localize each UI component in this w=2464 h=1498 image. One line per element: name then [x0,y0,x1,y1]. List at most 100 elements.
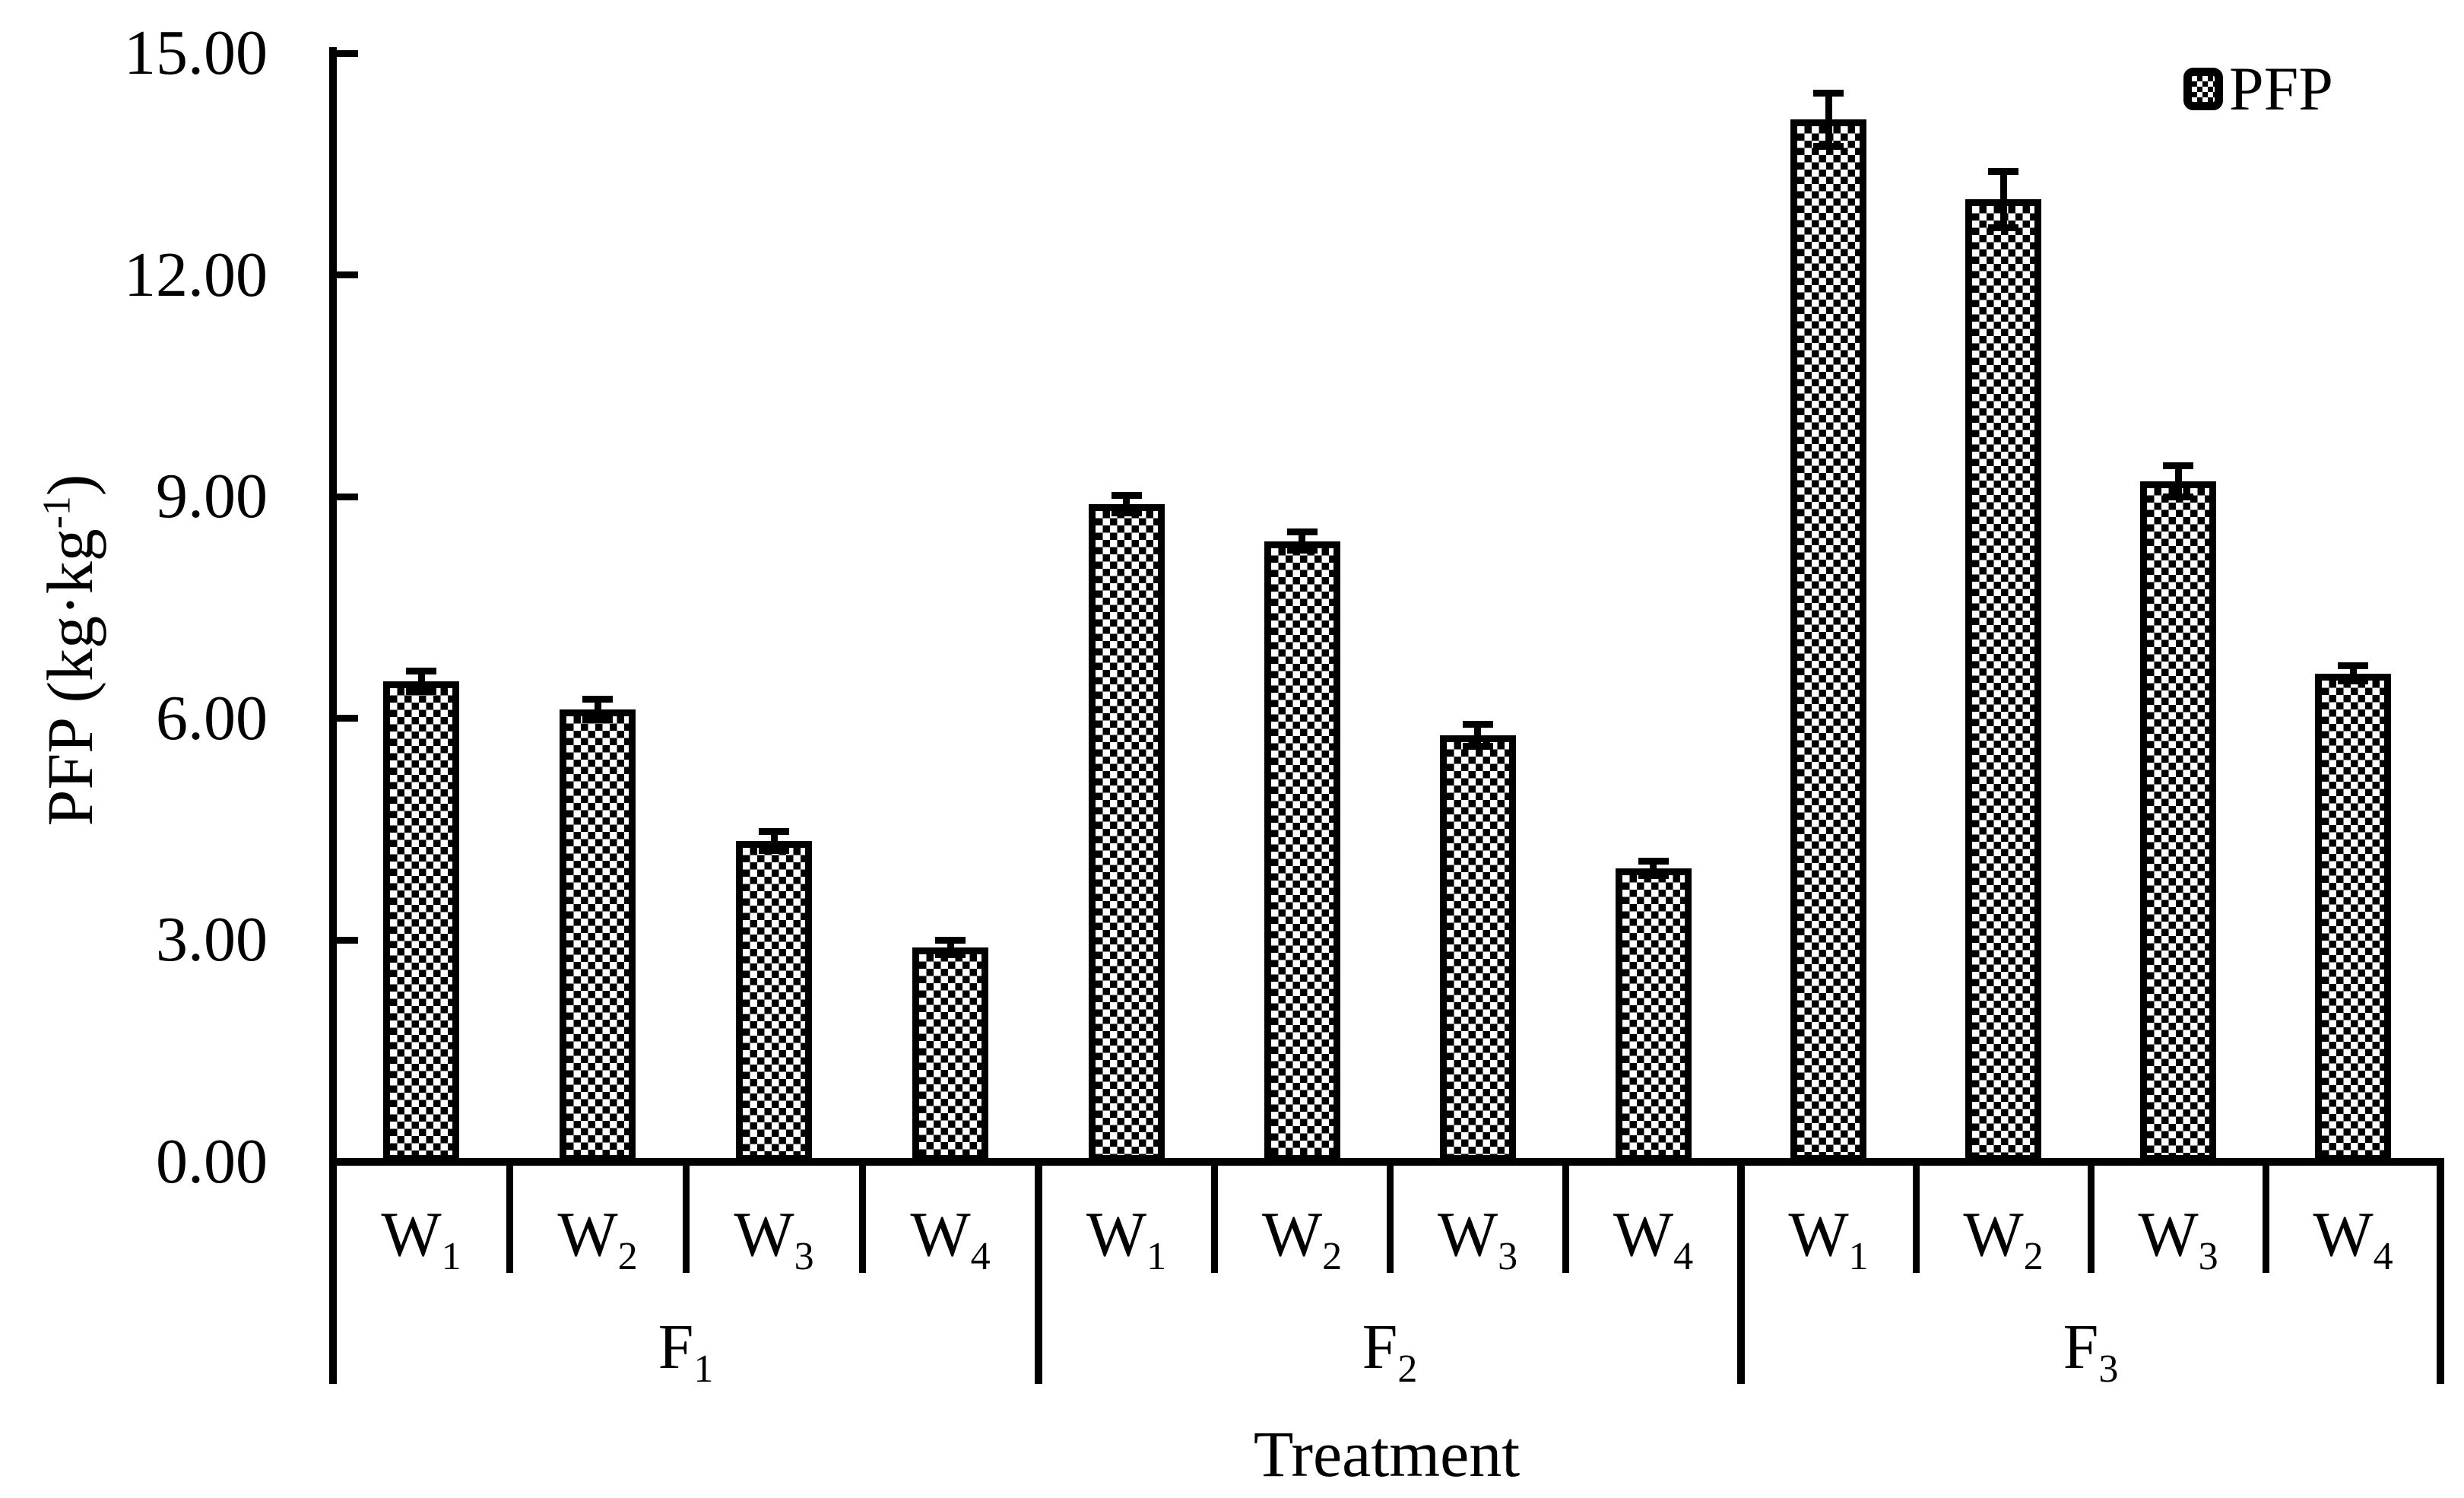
w-cell-separator [506,1162,513,1273]
w-cell-separator [1562,1162,1569,1273]
x-tick-label-F2-W3: W3 [1438,1203,1517,1277]
x-tick-label-base: W [734,1199,794,1270]
x-tick-label-F1-W3: W3 [734,1203,813,1277]
x-axis-title: Treatment [1253,1417,1521,1490]
x-tick-label-subscript: 4 [2373,1234,2393,1278]
legend: PFP [2183,58,2333,120]
error-bar-F3-W3 [2174,465,2182,497]
w-cell-separator [2087,1162,2095,1273]
bar-F2-W3 [1439,735,1516,1162]
group-label-base: F [2063,1312,2099,1382]
bar-F2-W4 [1615,868,1692,1162]
group-label-subscript: 2 [1397,1347,1418,1391]
error-cap-top [406,668,436,675]
bar-F1-W1 [383,681,459,1162]
error-cap-bottom [1638,872,1669,880]
group-label-F3: F3 [2063,1316,2119,1389]
y-axis-title-text: PFP (kg·kg [33,528,106,827]
y-tick-mark [337,493,358,500]
error-cap-top [1988,168,2018,176]
x-tick-label-base: W [1963,1199,2024,1270]
bar-F1-W3 [736,841,812,1162]
x-tick-label-subscript: 1 [441,1234,461,1278]
w-cell-separator [1912,1162,1920,1273]
error-cap-bottom [582,716,613,724]
x-tick-label-subscript: 2 [1322,1234,1343,1278]
x-tick-label-base: W [1437,1199,1498,1270]
y-tick-label: 9.00 [156,461,268,532]
x-tick-label-F2-W1: W1 [1086,1203,1166,1277]
x-tick-label-base: W [2138,1199,2199,1270]
error-bar-F3-W1 [1825,93,1832,147]
x-tick-label-base: W [910,1199,971,1270]
y-tick-label: 12.00 [124,239,268,310]
x-tick-label-base: W [381,1199,442,1270]
error-cap-bottom [1111,509,1142,517]
error-cap-bottom [1988,224,2018,231]
group-label-subscript: 3 [2098,1347,2119,1391]
error-cap-top [582,696,613,703]
error-bar-F2-W4 [1650,861,1657,876]
x-tick-label-F1-W2: W2 [557,1203,637,1277]
error-cap-top [2338,662,2368,670]
x-tick-label-F3-W2: W2 [1963,1203,2043,1277]
group-label-subscript: 1 [693,1347,714,1391]
error-cap-top [1462,721,1493,728]
error-cap-bottom [1462,743,1493,751]
x-tick-label-base: W [1788,1199,1849,1270]
y-tick-mark [337,271,358,279]
error-cap-bottom [406,688,436,696]
error-bar-F1-W4 [947,940,954,955]
error-cap-bottom [1286,546,1318,554]
error-cap-top [2163,462,2193,469]
error-bar-F1-W1 [417,671,425,692]
x-tick-label-F3-W4: W4 [2313,1203,2393,1277]
x-tick-label-subscript: 2 [2023,1234,2044,1278]
group-label-F1: F1 [658,1316,714,1389]
error-cap-top [1286,528,1318,536]
bar-F3-W2 [1965,199,2041,1162]
group-label-base: F [658,1312,694,1382]
bar-F3-W3 [2140,481,2216,1162]
error-bar-F3-W2 [1999,171,2007,228]
bar-F1-W4 [912,947,988,1162]
error-cap-top [759,828,789,836]
w-cell-separator [2262,1162,2269,1273]
y-tick-label: 3.00 [156,904,268,976]
error-cap-bottom [759,847,789,855]
error-bar-F3-W4 [2349,665,2357,681]
x-tick-label-base: W [1086,1199,1147,1270]
error-cap-bottom [2163,493,2193,500]
error-cap-top [1111,491,1142,499]
y-axis-line [329,47,337,1384]
legend-checker-swatch-icon [2183,68,2223,110]
error-cap-top [1813,89,1844,97]
group-separator [2437,1162,2444,1384]
error-cap-top [1638,857,1669,865]
group-separator [1737,1162,1745,1384]
x-tick-label-subscript: 3 [2198,1234,2218,1278]
error-bar-F2-W3 [1474,724,1481,747]
x-tick-label-subscript: 1 [1848,1234,1869,1278]
error-bar-F1-W2 [594,699,601,720]
x-tick-label-base: W [2313,1199,2374,1270]
bar-F2-W2 [1264,541,1340,1162]
error-cap-bottom [1813,142,1844,150]
bar-F1-W2 [560,709,636,1162]
error-bar-F1-W3 [770,831,778,851]
group-label-base: F [1362,1312,1398,1382]
y-tick-mark [337,1158,358,1166]
y-tick-mark [337,715,358,722]
y-tick-mark [337,936,358,944]
bar-F3-W1 [1790,119,1866,1162]
x-tick-label-subscript: 4 [1673,1234,1694,1278]
y-tick-label: 6.00 [156,682,268,754]
x-tick-label-base: W [1613,1199,1674,1270]
x-tick-label-subscript: 4 [970,1234,991,1278]
y-tick-label: 0.00 [156,1126,268,1197]
group-label-F2: F2 [1362,1316,1418,1389]
bar-F2-W1 [1088,503,1165,1162]
x-tick-label-base: W [557,1199,618,1270]
x-tick-label-subscript: 2 [617,1234,638,1278]
x-tick-label-F3-W3: W3 [2138,1203,2218,1277]
